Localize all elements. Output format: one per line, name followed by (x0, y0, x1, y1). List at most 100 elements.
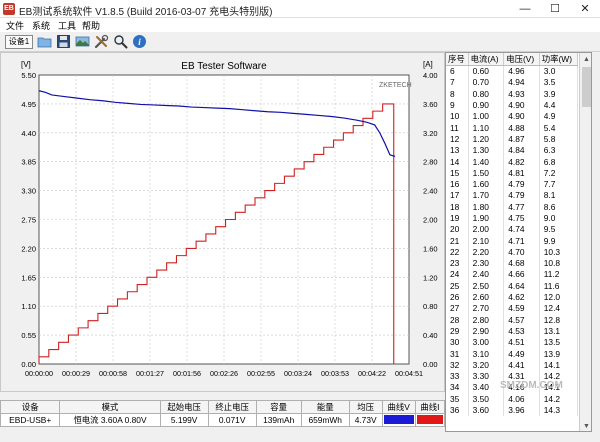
table-cell: 0.90 (468, 99, 505, 111)
table-cell: 4.74 (503, 223, 540, 235)
y-left-tick-label: 3.85 (21, 158, 36, 167)
menu-system[interactable]: 系统 (32, 21, 51, 31)
table-cell: 4.16 (503, 381, 540, 394)
y-left-tick-label: 0.55 (21, 331, 36, 340)
table-row[interactable]: 7 0.70 4.94 3.5 (446, 76, 579, 89)
y-right-tick-label: 2.00 (423, 216, 438, 225)
table-cell: 12.8 (539, 314, 579, 326)
screenshot-icon[interactable] (75, 34, 90, 49)
y-right-tick-label: 0.80 (423, 302, 438, 311)
table-cell: 1.60 (468, 178, 505, 190)
folder-icon[interactable] (37, 34, 52, 49)
x-tick-label: 00:00:00 (25, 369, 53, 378)
table-row[interactable]: 26 2.60 4.62 12.0 (446, 291, 579, 303)
menu-help[interactable]: 帮助 (82, 21, 101, 31)
table-row[interactable]: 29 2.90 4.53 13.1 (446, 325, 579, 337)
table-row[interactable]: 30 3.00 4.51 13.5 (446, 336, 579, 348)
maximize-button[interactable]: ☐ (550, 3, 560, 15)
table-header[interactable]: 电压(V) (503, 53, 540, 66)
table-row[interactable]: 28 2.80 4.57 12.8 (446, 314, 579, 326)
table-cell: 30 (446, 336, 469, 348)
menu-file[interactable]: 文件 (6, 21, 25, 31)
minimize-button[interactable]: — (519, 3, 531, 15)
table-row[interactable]: 24 2.40 4.66 11.2 (446, 268, 579, 281)
table-cell: 4.4 (539, 99, 579, 111)
table-cell: 10.8 (539, 257, 579, 269)
info-icon[interactable]: i (132, 34, 147, 49)
curve-v-swatch[interactable] (381, 413, 416, 427)
table-cell: 23 (446, 257, 469, 269)
table-cell: 13.1 (539, 325, 579, 337)
current-series-line (38, 103, 395, 364)
table-row[interactable]: 18 1.80 4.77 8.6 (446, 201, 579, 213)
menu-tools[interactable]: 工具 (58, 21, 77, 31)
table-row[interactable]: 27 2.70 4.59 12.4 (446, 302, 579, 315)
tools-icon[interactable] (94, 34, 109, 49)
table-row[interactable]: 21 2.10 4.71 9.9 (446, 234, 579, 247)
scroll-up-icon[interactable]: ▲ (583, 56, 590, 63)
table-row[interactable]: 15 1.50 4.81 7.2 (446, 167, 579, 179)
table-cell: 3.10 (468, 347, 505, 360)
table-cell: 10.3 (539, 246, 579, 258)
close-button[interactable]: ✕ (580, 3, 590, 15)
table-row[interactable]: 32 3.20 4.41 14.1 (446, 359, 579, 371)
vertical-scrollbar[interactable]: ▲ ▼ (579, 53, 591, 431)
table-cell: 4.96 (503, 65, 540, 77)
table-row[interactable]: 6 0.60 4.96 3.0 (446, 65, 579, 77)
table-row[interactable]: 17 1.70 4.79 8.1 (446, 189, 579, 202)
table-header[interactable]: 功率(W) (539, 53, 579, 66)
table-row[interactable]: 12 1.20 4.87 5.8 (446, 133, 579, 145)
table-row[interactable]: 9 0.90 4.90 4.4 (446, 99, 579, 111)
x-tick-label: 00:02:26 (210, 369, 238, 378)
y-right-tick-label: 4.00 (423, 71, 438, 80)
table-cell: 34 (446, 381, 469, 394)
table-cell: 4.64 (503, 280, 540, 292)
table-row[interactable]: 25 2.50 4.64 11.6 (446, 280, 579, 292)
x-tick-label: 00:00:29 (62, 369, 90, 378)
curve-i-swatch[interactable] (414, 413, 446, 427)
table-cell: 22 (446, 246, 469, 258)
menu-bar: 文件 系统 工具 帮助 (0, 18, 600, 32)
app-icon: EB (3, 3, 15, 15)
table-row[interactable]: 35 3.50 4.06 14.2 (446, 393, 579, 405)
status-avg-voltage: 4.73V (348, 413, 383, 427)
data-table: 序号 电流(A) 电压(V) 功率(W) 6 0.60 4.96 3.0 7 0.70 4.94 3… (446, 53, 579, 416)
table-cell: 3.00 (468, 336, 505, 348)
table-header[interactable]: 电流(A) (468, 53, 505, 66)
status-energy: 659mWh (300, 413, 350, 427)
table-row[interactable]: 16 1.60 4.79 7.7 (446, 178, 579, 190)
table-row[interactable]: 19 1.90 4.75 9.0 (446, 212, 579, 224)
table-cell: 18 (446, 201, 469, 213)
x-tick-label: 00:02:55 (247, 369, 275, 378)
table-row[interactable]: 10 1.00 4.90 4.9 (446, 110, 579, 122)
status-header-device: 设备 (0, 400, 61, 414)
scroll-down-icon[interactable]: ▼ (583, 423, 590, 430)
window-title: EB测试系统软件 V1.8.5 (Build 2016-03-07 充电头特别版… (19, 7, 273, 18)
table-row[interactable]: 34 3.40 4.16 14.1 (446, 381, 579, 394)
status-table: 设备 模式 起始电压 终止电压 容量 能量 均压 曲线V 曲线I EBD-USB… (0, 400, 446, 427)
table-row[interactable]: 23 2.30 4.68 10.8 (446, 257, 579, 269)
table-row[interactable]: 33 3.30 4.31 14.2 (446, 370, 579, 382)
table-header[interactable]: 序号 (446, 53, 469, 66)
table-row[interactable]: 13 1.30 4.84 6.3 (446, 144, 579, 156)
search-icon[interactable] (113, 34, 128, 49)
device-button[interactable]: 设备1 (5, 35, 33, 49)
scroll-thumb[interactable] (582, 67, 591, 107)
status-header-capacity: 容量 (255, 400, 302, 414)
status-mode: 恒电流 3.60A 0.80V (59, 413, 161, 427)
y-right-tick-label: 2.40 (423, 187, 438, 196)
table-row[interactable]: 36 3.60 3.96 14.3 (446, 404, 579, 416)
table-cell: 4.59 (503, 302, 540, 315)
table-cell: 4.84 (503, 144, 540, 156)
save-icon[interactable] (56, 34, 71, 49)
table-cell: 6.3 (539, 144, 579, 156)
table-row[interactable]: 20 2.00 4.74 9.5 (446, 223, 579, 235)
x-tick-label: 00:04:51 (395, 369, 423, 378)
table-cell: 2.20 (468, 246, 505, 258)
table-row[interactable]: 22 2.20 4.70 10.3 (446, 246, 579, 258)
table-row[interactable]: 11 1.10 4.88 5.4 (446, 121, 579, 134)
table-row[interactable]: 14 1.40 4.82 6.8 (446, 155, 579, 168)
table-row[interactable]: 8 0.80 4.93 3.9 (446, 88, 579, 100)
table-cell: 33 (446, 370, 469, 382)
table-row[interactable]: 31 3.10 4.49 13.9 (446, 347, 579, 360)
